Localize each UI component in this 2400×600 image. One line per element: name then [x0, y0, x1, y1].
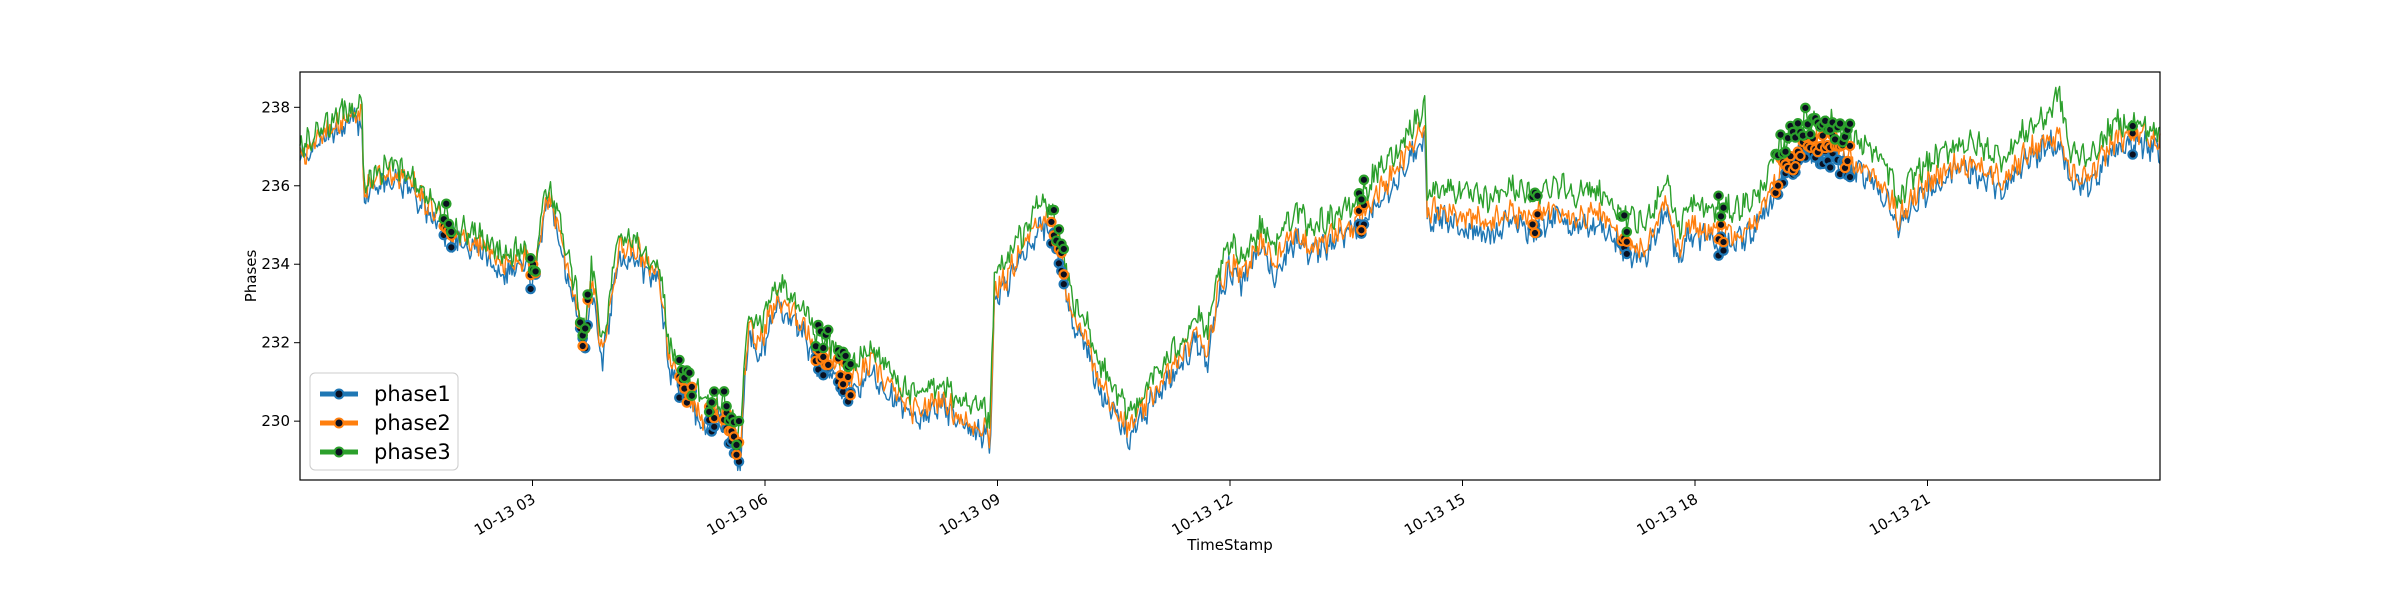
marker-phase2 [1718, 236, 1729, 248]
marker-phase3 [674, 354, 685, 366]
marker-phase3 [1715, 211, 1727, 222]
marker-phase3 [703, 406, 715, 418]
marker-phase3 [2127, 120, 2138, 132]
marker-phase3 [1356, 194, 1367, 205]
marker-phase3 [1805, 128, 1816, 140]
marker-phase3 [525, 253, 536, 264]
marker-phase2 [842, 371, 854, 383]
marker-phase1 [445, 242, 457, 253]
marker-phase2 [686, 381, 698, 393]
marker-phase3 [731, 439, 742, 451]
marker-phase2 [577, 340, 588, 352]
y-tick-label: 236 [261, 177, 290, 195]
legend-marker-phase2 [333, 417, 345, 429]
marker-phase1 [1058, 278, 1070, 290]
y-tick-label: 238 [261, 98, 290, 116]
marker-phase3 [686, 390, 698, 402]
marker-phase3 [1780, 146, 1791, 157]
marker-phase3 [1844, 118, 1856, 130]
marker-phase2 [1532, 209, 1543, 220]
marker-phase3 [1358, 174, 1370, 186]
marker-phase3 [1048, 204, 1060, 216]
y-tick-label: 232 [261, 334, 290, 352]
marker-phase3 [684, 367, 695, 379]
marker-phase1 [817, 369, 829, 381]
marker-phase2 [1715, 219, 1727, 231]
marker-phase3 [721, 400, 732, 412]
marker-phase2 [1795, 150, 1806, 162]
marker-phase3 [1621, 226, 1633, 238]
marker-phase2 [1058, 269, 1070, 280]
marker-phase1 [525, 283, 536, 295]
marker-phase3 [1800, 102, 1811, 114]
y-axis: 230 232 234 236 238 [261, 98, 300, 430]
legend-box [309, 372, 459, 471]
x-axis-label: TimeStamp [1186, 536, 1272, 554]
marker-phase3 [822, 324, 834, 336]
marker-phase1 [2127, 149, 2138, 160]
marker-phase1 [708, 421, 720, 433]
marker-phase3 [440, 198, 452, 210]
marker-phase3 [445, 226, 457, 238]
marker-phase2 [1772, 180, 1784, 191]
marker-phase2 [731, 449, 742, 461]
marker-phase2 [1790, 161, 1801, 172]
marker-phase3 [579, 323, 591, 334]
marker-phase3 [1053, 224, 1065, 235]
legend-label-phase3: phase3 [374, 440, 451, 464]
marker-phase3 [1532, 190, 1543, 202]
marker-phase1 [1844, 171, 1856, 183]
marker-phase2 [1529, 227, 1541, 239]
marker-phase2 [822, 359, 834, 371]
marker-phase3 [845, 358, 856, 370]
legend-label-phase1: phase1 [374, 382, 451, 406]
marker-phase3 [530, 266, 541, 277]
series-layer [299, 85, 2161, 472]
marker-phase1 [1824, 162, 1836, 173]
marker-phase2 [1621, 236, 1633, 248]
y-tick-label: 234 [261, 255, 290, 273]
marker-phase2 [845, 389, 856, 401]
legend-marker-phase3 [333, 446, 345, 458]
y-tick-label: 230 [261, 412, 290, 430]
marker-phase3 [1792, 118, 1804, 129]
marker-phase3 [1058, 243, 1070, 255]
legend: phase1 phase2 phase3 [309, 372, 459, 471]
marker-phase2 [837, 378, 849, 390]
marker-phase2 [1356, 224, 1367, 236]
marker-phase3 [840, 350, 851, 362]
marker-phase2 [1842, 155, 1853, 167]
marker-phase1 [1621, 248, 1633, 260]
legend-label-phase2: phase2 [374, 411, 451, 435]
marker-phase3 [1619, 210, 1630, 221]
legend-marker-phase1 [333, 388, 345, 400]
marker-phase3 [706, 397, 717, 408]
marker-phase3 [817, 342, 829, 354]
marker-phase1 [1718, 245, 1729, 256]
marker-phase3 [708, 386, 720, 397]
marker-phase3 [1834, 118, 1846, 129]
marker-phase3 [1718, 202, 1729, 214]
marker-phase2 [1046, 216, 1057, 228]
y-axis-label: Phases [242, 250, 260, 303]
marker-phase2 [1527, 219, 1538, 230]
marker-phase3 [718, 386, 730, 397]
marker-phase3 [1713, 190, 1724, 202]
marker-phase3 [733, 415, 745, 427]
marker-phase3 [582, 289, 593, 300]
